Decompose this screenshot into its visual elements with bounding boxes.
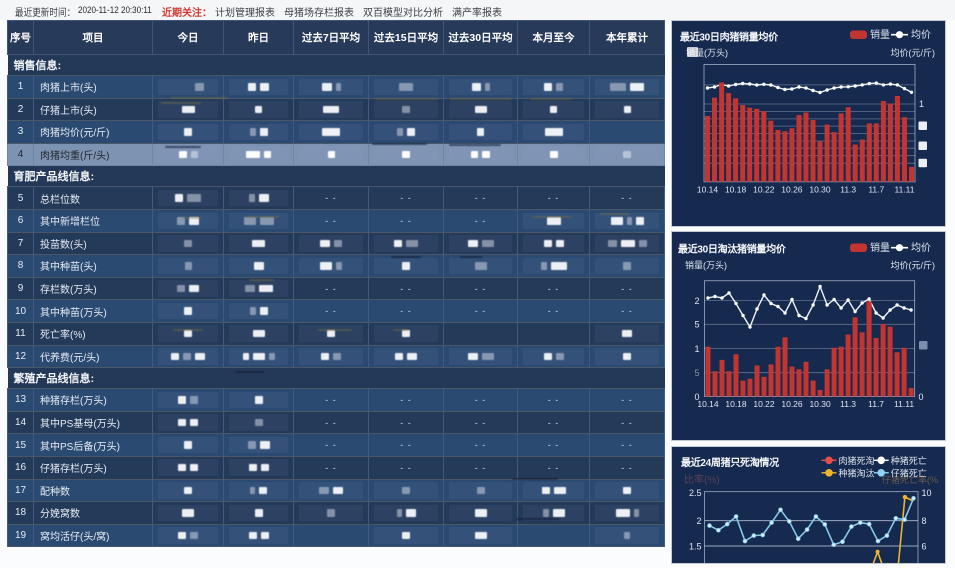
svg-text:11.3: 11.3 <box>840 399 856 409</box>
svg-text:肉猪死淘: 肉猪死淘 <box>839 455 875 466</box>
svg-text:仔猪死亡: 仔猪死亡 <box>891 467 927 478</box>
svg-text:均价: 均价 <box>911 242 931 254</box>
svg-text:最近30日淘汰猪销量均价: 最近30日淘汰猪销量均价 <box>678 243 787 256</box>
svg-text:1: 1 <box>694 344 699 354</box>
svg-text:8: 8 <box>922 516 927 526</box>
svg-text:仔猪死亡率(%: 仔猪死亡率(% <box>882 474 938 485</box>
svg-text:10.30: 10.30 <box>809 185 831 195</box>
svg-text:销量(万头): 销量(万头) <box>686 47 728 58</box>
svg-text:10.26: 10.26 <box>781 185 803 195</box>
svg-text:均价(元/斤): 均价(元/斤) <box>891 47 936 58</box>
svg-text:0: 0 <box>919 392 924 402</box>
svg-text:11.7: 11.7 <box>868 185 884 195</box>
svg-text:6: 6 <box>922 542 927 552</box>
svg-text:10.14: 10.14 <box>697 185 719 195</box>
svg-text:销量: 销量 <box>870 241 890 254</box>
svg-text:2.5: 2.5 <box>689 488 702 498</box>
svg-text:5: 5 <box>694 368 699 378</box>
svg-text:销量(万头): 销量(万头) <box>685 260 727 271</box>
svg-text:11.7: 11.7 <box>868 399 884 409</box>
svg-text:10.30: 10.30 <box>809 399 831 409</box>
svg-text:10: 10 <box>922 488 932 498</box>
svg-text:11.11: 11.11 <box>894 399 914 409</box>
svg-text:1.5: 1.5 <box>689 542 702 552</box>
svg-text:均价(元/斤): 均价(元/斤) <box>891 260 936 271</box>
svg-text:0: 0 <box>694 392 699 402</box>
svg-text:10.22: 10.22 <box>753 185 775 195</box>
svg-text:均价: 均价 <box>911 29 931 41</box>
svg-text:最近30日肉猪销量均价: 最近30日肉猪销量均价 <box>680 31 779 44</box>
svg-text:种猪死亡: 种猪死亡 <box>891 455 927 466</box>
svg-text:10.26: 10.26 <box>781 399 803 409</box>
svg-text:销量: 销量 <box>870 28 890 41</box>
svg-text:1: 1 <box>919 99 924 109</box>
svg-text:2: 2 <box>696 516 701 526</box>
svg-text:最近24周猪只死淘情况: 最近24周猪只死淘情况 <box>681 456 779 469</box>
svg-text:10.14: 10.14 <box>697 399 719 409</box>
svg-text:比率(%): 比率(%) <box>684 473 720 486</box>
svg-text:2: 2 <box>694 296 699 306</box>
svg-text:11.3: 11.3 <box>840 185 856 195</box>
svg-text:11.11: 11.11 <box>894 185 914 195</box>
svg-text:5: 5 <box>694 320 699 330</box>
svg-text:10.18: 10.18 <box>725 399 747 409</box>
svg-text:种猪淘汰: 种猪淘汰 <box>839 467 875 478</box>
svg-text:10.18: 10.18 <box>725 185 747 195</box>
svg-text:10.22: 10.22 <box>753 399 775 409</box>
